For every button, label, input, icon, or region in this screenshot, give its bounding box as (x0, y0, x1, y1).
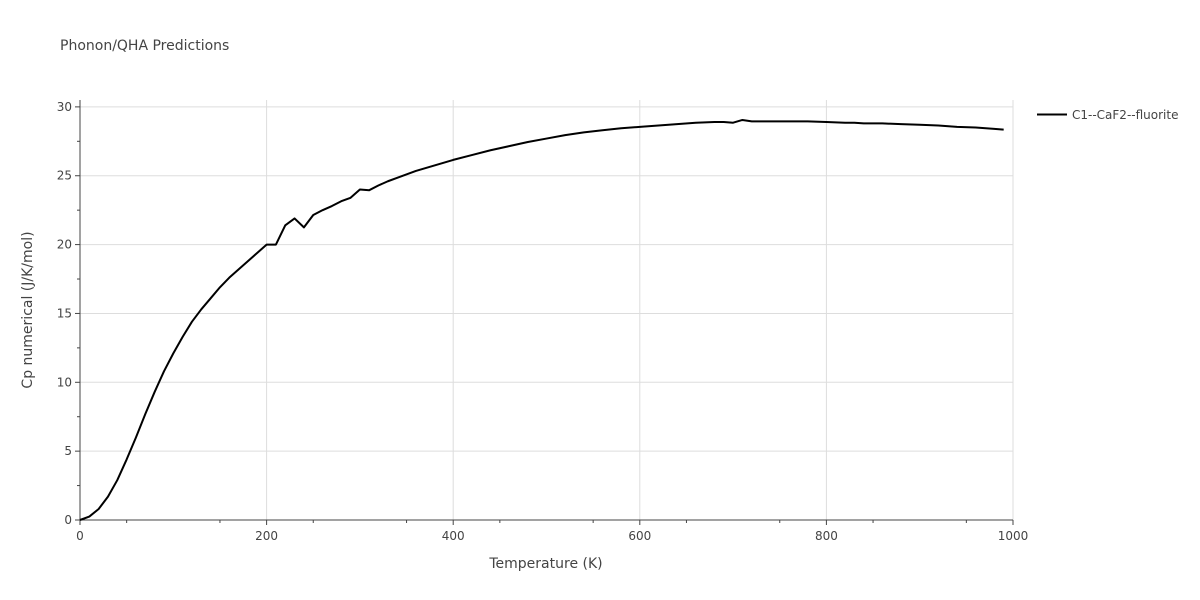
chart-title: Phonon/QHA Predictions (60, 38, 229, 54)
y-tick-label: 30 (57, 100, 72, 114)
y-tick-label: 10 (57, 375, 72, 389)
y-tick-label: 5 (64, 444, 72, 458)
legend[interactable]: C1--CaF2--fluorite (1037, 108, 1178, 122)
y-tick-label: 20 (57, 238, 72, 252)
x-tick-label: 200 (255, 529, 278, 543)
tick-labels: 0 200 400 600 800 1000 0 5 10 15 20 25 30 (57, 100, 1029, 543)
x-axis-title: Temperature (K) (488, 556, 602, 572)
x-tick-label: 1000 (998, 529, 1029, 543)
grid (80, 100, 1014, 520)
series-line (79, 118, 1004, 521)
y-tick-label: 0 (64, 513, 72, 527)
x-tick-label: 400 (442, 529, 465, 543)
x-tick-label: 800 (815, 529, 838, 543)
legend-label: C1--CaF2--fluorite (1072, 108, 1178, 122)
axes (75, 100, 1014, 525)
plot-area (79, 118, 1004, 521)
y-axis-title: Cp numerical (J/K/mol) (20, 231, 36, 388)
y-tick-label: 25 (57, 169, 72, 183)
x-tick-label: 0 (76, 529, 84, 543)
y-tick-label: 15 (57, 306, 72, 320)
x-tick-label: 600 (628, 529, 651, 543)
